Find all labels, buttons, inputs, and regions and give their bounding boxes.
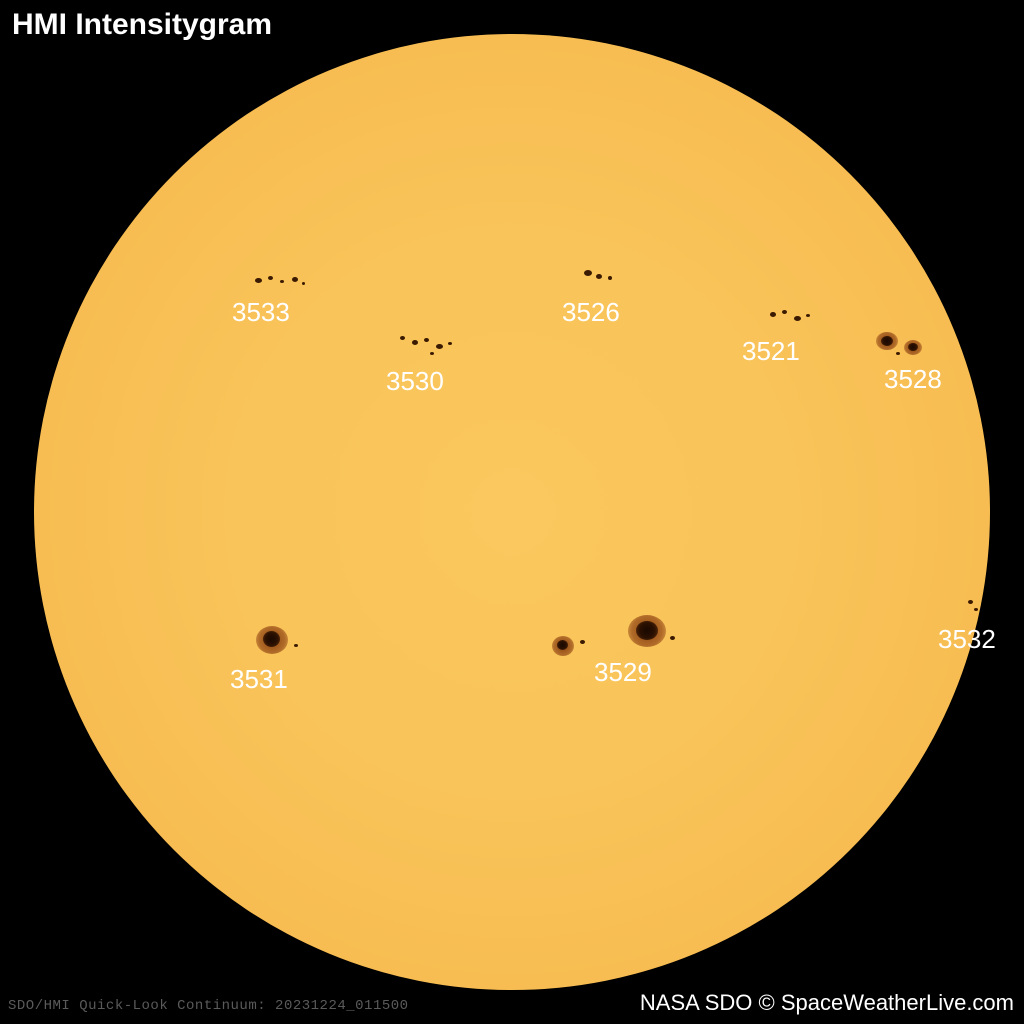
sunspot bbox=[636, 621, 658, 640]
sunspot bbox=[770, 312, 776, 317]
sunspot bbox=[280, 280, 284, 283]
sunspot bbox=[896, 352, 900, 355]
region-label-3531: 3531 bbox=[230, 664, 288, 695]
sunspot bbox=[430, 352, 434, 355]
region-label-3529: 3529 bbox=[594, 657, 652, 688]
sunspot bbox=[596, 274, 602, 279]
sunspot bbox=[263, 631, 280, 647]
sunspot bbox=[974, 608, 978, 611]
sunspot bbox=[670, 636, 675, 640]
sunspot bbox=[292, 277, 298, 282]
sunspot bbox=[302, 282, 305, 285]
sunspot bbox=[400, 336, 405, 340]
region-label-3528: 3528 bbox=[884, 364, 942, 395]
sunspot bbox=[968, 600, 973, 604]
region-label-3521: 3521 bbox=[742, 336, 800, 367]
sunspot bbox=[881, 336, 893, 346]
timestamp-caption: SDO/HMI Quick-Look Continuum: 20231224_0… bbox=[8, 998, 409, 1014]
sunspot bbox=[782, 310, 787, 314]
sunspot bbox=[448, 342, 452, 345]
sunspot bbox=[436, 344, 443, 349]
sunspot bbox=[806, 314, 810, 317]
page-title: HMI Intensitygram bbox=[12, 8, 272, 42]
sunspot bbox=[608, 276, 612, 280]
region-label-3526: 3526 bbox=[562, 297, 620, 328]
sunspot bbox=[268, 276, 273, 280]
sunspot bbox=[794, 316, 801, 321]
sunspot bbox=[584, 270, 592, 276]
region-label-3532: 3532 bbox=[938, 624, 996, 655]
sunspot bbox=[255, 278, 262, 283]
sun-disk bbox=[34, 34, 990, 990]
sunspot bbox=[557, 640, 568, 650]
sunspot bbox=[294, 644, 298, 647]
region-label-3530: 3530 bbox=[386, 366, 444, 397]
sunspot bbox=[908, 343, 918, 351]
sunspot bbox=[580, 640, 585, 644]
region-label-3533: 3533 bbox=[232, 297, 290, 328]
sunspot bbox=[424, 338, 429, 342]
attribution: NASA SDO © SpaceWeatherLive.com bbox=[640, 990, 1014, 1016]
sunspot bbox=[412, 340, 418, 345]
